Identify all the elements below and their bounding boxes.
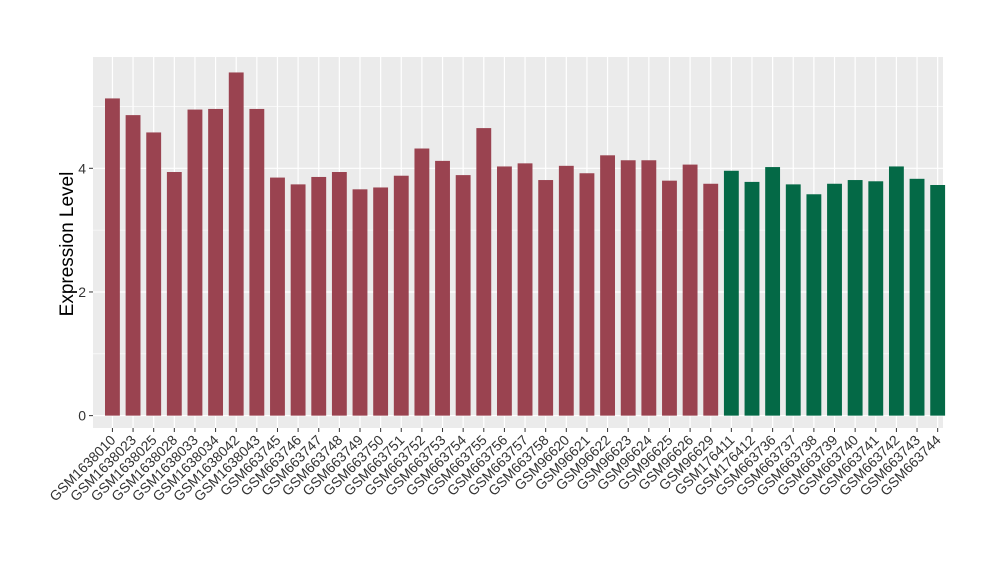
y-tick-label: 4 bbox=[78, 160, 86, 176]
bar-GSM663745 bbox=[270, 177, 285, 416]
bar-GSM1638010 bbox=[105, 98, 120, 416]
bar-GSM663742 bbox=[888, 166, 904, 416]
bar-GSM176411 bbox=[723, 170, 739, 416]
bar-GSM663738 bbox=[806, 194, 822, 416]
bar-GSM1638043 bbox=[249, 108, 265, 416]
y-tick-label: 0 bbox=[78, 408, 86, 424]
x-axis: GSM1638010GSM1638023GSM1638025GSM1638028… bbox=[46, 428, 944, 504]
bar-GSM663744 bbox=[930, 184, 946, 416]
bar-GSM663743 bbox=[909, 178, 925, 416]
bar-GSM663736 bbox=[765, 167, 781, 416]
bar-GSM1638028 bbox=[166, 172, 182, 416]
bar-GSM96626 bbox=[682, 164, 698, 416]
bar-GSM663739 bbox=[827, 183, 842, 416]
bar-GSM663749 bbox=[352, 189, 368, 416]
bar-GSM663752 bbox=[414, 148, 430, 416]
y-tick-label: 2 bbox=[78, 284, 86, 300]
bar-GSM663753 bbox=[435, 160, 450, 416]
bar-GSM663755 bbox=[476, 128, 492, 416]
bar-GSM663747 bbox=[311, 176, 327, 416]
bar-GSM96621 bbox=[579, 173, 595, 416]
bar-GSM663740 bbox=[847, 180, 863, 416]
bar-GSM1638025 bbox=[146, 132, 162, 416]
bar-GSM663757 bbox=[517, 163, 533, 416]
bar-GSM1638042 bbox=[228, 72, 244, 416]
bar-GSM96624 bbox=[641, 160, 657, 416]
bar-GSM96622 bbox=[600, 155, 615, 416]
bar-GSM663748 bbox=[331, 172, 347, 416]
bar-GSM96623 bbox=[620, 160, 636, 416]
bar-GSM663741 bbox=[868, 181, 884, 416]
bars bbox=[105, 72, 946, 416]
bar-GSM663751 bbox=[393, 175, 409, 416]
bar-GSM1638034 bbox=[208, 108, 224, 416]
bar-GSM96629 bbox=[703, 183, 719, 416]
bar-GSM663750 bbox=[373, 187, 389, 416]
bar-GSM663756 bbox=[496, 166, 512, 416]
bar-GSM663737 bbox=[785, 184, 801, 416]
bar-GSM176412 bbox=[744, 181, 760, 416]
bar-GSM663746 bbox=[290, 184, 306, 416]
y-axis: 0 2 4 bbox=[78, 160, 93, 424]
y-axis-label: Expression Level bbox=[57, 172, 78, 317]
bar-GSM663758 bbox=[538, 180, 554, 416]
bar-GSM1638033 bbox=[187, 109, 203, 416]
bar-GSM663754 bbox=[455, 175, 471, 416]
bar-GSM96620 bbox=[558, 165, 574, 416]
bar-GSM96625 bbox=[662, 180, 677, 416]
bar-GSM1638023 bbox=[125, 115, 141, 416]
